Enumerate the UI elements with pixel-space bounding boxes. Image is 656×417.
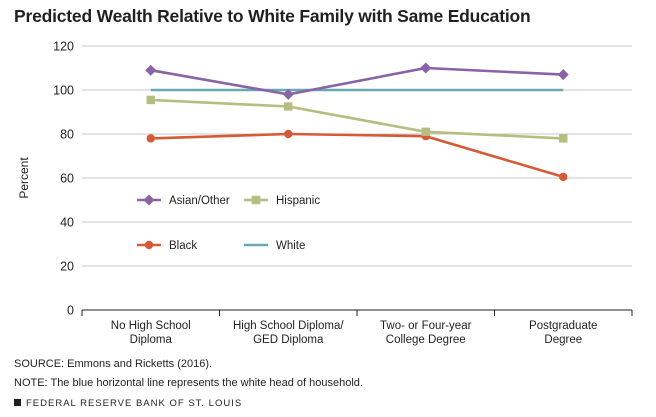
y-tick-label: 100 bbox=[53, 84, 74, 98]
x-tick-label: High School Diploma/ bbox=[233, 320, 344, 332]
data-point-diamond bbox=[557, 69, 569, 81]
data-point-square bbox=[146, 95, 155, 105]
series-lines bbox=[145, 62, 569, 182]
data-point-square bbox=[251, 195, 261, 205]
chart-title: Predicted Wealth Relative to White Famil… bbox=[14, 6, 531, 26]
series-line-black bbox=[150, 132, 564, 179]
x-tick-label: College Degree bbox=[386, 334, 466, 346]
footnote: NOTE: The blue horizontal line represent… bbox=[14, 377, 363, 389]
legend-label: White bbox=[276, 240, 305, 252]
y-axis-label: Percent bbox=[17, 157, 31, 199]
footer-text: FEDERAL RESERVE BANK OF ST. LOUIS bbox=[26, 398, 243, 409]
x-tick-labels: No High School Diploma High School Diploma… bbox=[111, 320, 598, 346]
data-point-square bbox=[559, 134, 568, 143]
data-point-diamond bbox=[143, 194, 155, 206]
footer-square-icon bbox=[14, 399, 21, 406]
y-tick-labels: 0 20 40 60 80 100 120 bbox=[53, 40, 74, 318]
gridlines bbox=[82, 45, 632, 267]
y-tick-label: 0 bbox=[67, 304, 74, 318]
data-point-circle bbox=[559, 172, 568, 182]
legend-label: Asian/Other bbox=[169, 195, 230, 207]
x-tick-label: Degree bbox=[544, 334, 582, 346]
source-note: SOURCE: Emmons and Ricketts (2016). bbox=[14, 358, 213, 370]
data-point-circle bbox=[284, 129, 293, 139]
data-point-square bbox=[284, 102, 293, 111]
legend-label: Black bbox=[169, 240, 197, 252]
y-tick-label: 20 bbox=[60, 260, 74, 274]
data-point-circle bbox=[146, 134, 155, 143]
y-tick-label: 120 bbox=[53, 40, 74, 54]
data-point-diamond bbox=[282, 88, 294, 100]
y-tick-label: 80 bbox=[60, 128, 74, 142]
x-tick-label: GED Diploma bbox=[253, 334, 324, 346]
y-tick-label: 40 bbox=[60, 216, 74, 230]
y-tick-label: 60 bbox=[60, 172, 74, 186]
data-point-diamond bbox=[145, 64, 157, 76]
x-tick-label: Postgraduate bbox=[529, 320, 597, 332]
data-point-diamond bbox=[420, 62, 432, 74]
axes bbox=[81, 309, 633, 316]
series-line-asian-other bbox=[150, 66, 564, 96]
footer: FEDERAL RESERVE BANK OF ST. LOUIS bbox=[14, 398, 242, 409]
legend-label: Hispanic bbox=[276, 195, 320, 207]
x-tick-label: No High School bbox=[111, 320, 191, 332]
legend: Asian/Other Hispanic Black White bbox=[137, 194, 320, 252]
series-line-hispanic bbox=[150, 98, 564, 140]
data-point-circle bbox=[144, 240, 154, 250]
x-tick-label: Diploma bbox=[130, 334, 173, 346]
x-tick-label: Two- or Four-year bbox=[380, 320, 472, 332]
data-point-square bbox=[421, 127, 430, 136]
